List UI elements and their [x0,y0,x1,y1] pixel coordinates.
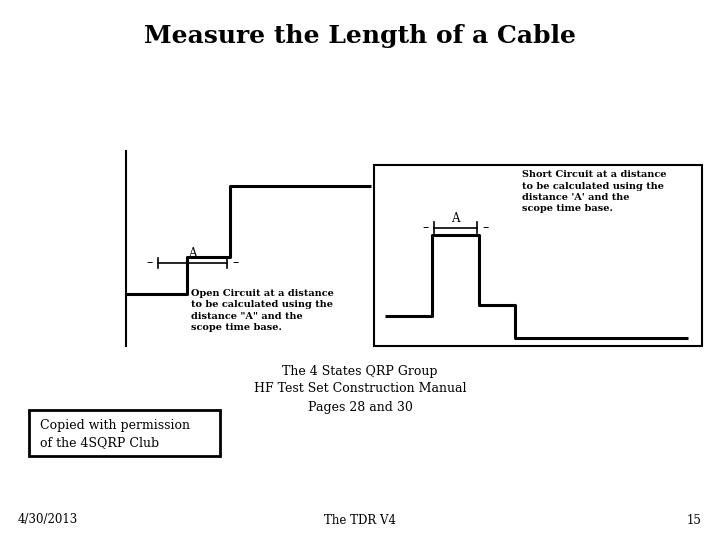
Text: Short Circuit at a distance
to be calculated using the
distance 'A' and the
scop: Short Circuit at a distance to be calcul… [522,170,667,213]
Text: The 4 States QRP Group
HF Test Set Construction Manual
Pages 28 and 30: The 4 States QRP Group HF Test Set Const… [253,364,467,414]
Bar [374,165,702,346]
Text: Open Circuit at a distance
to be calculated using the
distance "A" and the
scope: Open Circuit at a distance to be calcula… [191,289,333,332]
Text: The TDR V4: The TDR V4 [324,514,396,526]
Text: 15: 15 [687,514,702,526]
Text: Measure the Length of a Cable: Measure the Length of a Cable [144,24,576,48]
Text: A: A [451,212,459,225]
Bar [29,410,220,456]
Text: –: – [422,221,428,234]
Text: 4/30/2013: 4/30/2013 [18,514,78,526]
Text: –: – [482,221,489,234]
Text: A: A [189,247,197,260]
Text: Copied with permission
of the 4SQRP Club: Copied with permission of the 4SQRP Club [40,418,189,449]
Text: –: – [233,256,239,269]
Text: –: – [146,256,153,269]
